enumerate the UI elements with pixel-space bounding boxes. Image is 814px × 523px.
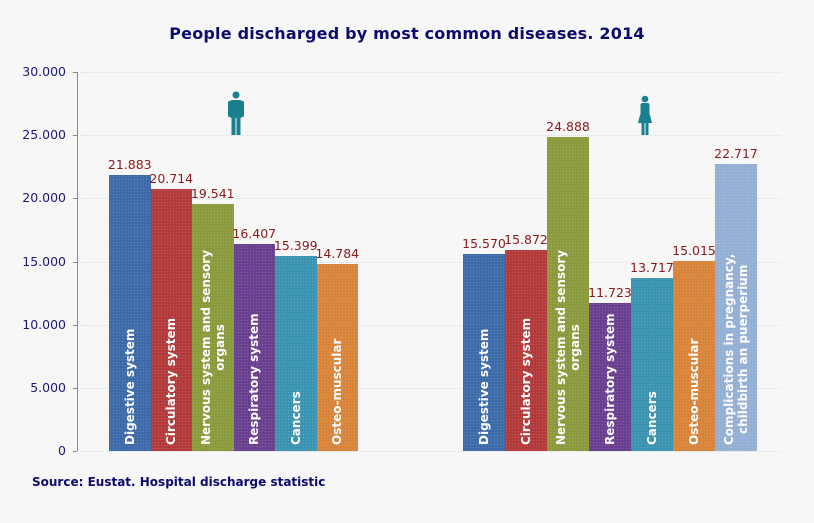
bar-category-label: Osteo-muscular bbox=[687, 338, 701, 446]
male-figure-icon bbox=[228, 91, 244, 135]
female-figure-icon bbox=[638, 95, 652, 135]
y-tick-label: 30.000 bbox=[22, 64, 66, 79]
bar-value-label: 20.714 bbox=[149, 171, 194, 187]
y-tick-mark bbox=[73, 387, 77, 389]
y-tick-label: 0 bbox=[58, 443, 66, 458]
y-tick-label: 10.000 bbox=[22, 316, 66, 332]
bar: Complications in pregnancy, childbirth a… bbox=[715, 164, 757, 451]
bar-value-label: 15.015 bbox=[672, 243, 716, 259]
bar: Respiratory system bbox=[589, 302, 631, 451]
y-tick-label: 20.000 bbox=[22, 190, 66, 206]
y-tick-label: 25.000 bbox=[22, 127, 66, 143]
bar-category-label: Circulatory system bbox=[519, 318, 533, 446]
bar-category-label: Osteo-muscular bbox=[330, 338, 345, 446]
bar-value-label: 24.888 bbox=[546, 118, 590, 134]
gridline bbox=[80, 324, 780, 326]
bar: Nervous system and sensory organs bbox=[192, 204, 234, 451]
bar: Osteo-muscular bbox=[673, 261, 715, 451]
bar: Osteo-muscular bbox=[316, 264, 358, 451]
y-tick-label: 5.000 bbox=[30, 379, 66, 395]
bar-value-label: 16.407 bbox=[232, 225, 277, 241]
bar: Respiratory system bbox=[233, 243, 275, 451]
gridline bbox=[80, 72, 780, 73]
bar: Circulatory system bbox=[150, 189, 192, 451]
bar-value-label: 14.784 bbox=[315, 246, 360, 262]
gridline bbox=[80, 261, 780, 263]
bar-category-label: Digestive system bbox=[122, 328, 137, 445]
y-tick-mark bbox=[73, 451, 77, 452]
bar-category-label: Respiratory system bbox=[247, 313, 262, 445]
bar-category-label: Complications in pregnancy, childbirth a… bbox=[722, 253, 750, 445]
bar-category-label: Cancers bbox=[288, 391, 303, 446]
y-axis bbox=[77, 72, 78, 451]
bar: Nervous system and sensory organs bbox=[547, 136, 589, 451]
bar-value-label: 21.883 bbox=[107, 156, 152, 172]
source-note: Source: Eustat. Hospital discharge stati… bbox=[32, 475, 326, 489]
bar-category-label: Nervous system and sensory organs bbox=[198, 250, 227, 446]
bar: Circulatory system bbox=[505, 250, 547, 451]
bar-value-label: 22.717 bbox=[714, 146, 758, 161]
bar: Cancers bbox=[631, 277, 673, 451]
gridline bbox=[80, 135, 780, 137]
y-tick-mark bbox=[73, 261, 77, 263]
y-tick-mark bbox=[73, 324, 77, 326]
bar-category-label: Digestive system bbox=[477, 328, 491, 446]
y-tick-mark bbox=[73, 135, 77, 137]
bar-category-label: Nervous system and sensory organs bbox=[554, 249, 582, 445]
bar-category-label: Cancers bbox=[645, 390, 659, 445]
gridline bbox=[80, 198, 780, 200]
bar-value-label: 15.399 bbox=[273, 238, 318, 254]
bar-value-label: 13.717 bbox=[630, 259, 674, 275]
bar-value-label: 19.541 bbox=[190, 186, 235, 202]
gridline bbox=[80, 387, 780, 389]
bar: Digestive system bbox=[463, 254, 505, 451]
bar-value-label: 11.723 bbox=[588, 284, 632, 300]
y-tick-mark bbox=[73, 198, 77, 200]
bar-value-label: 15.570 bbox=[462, 236, 506, 252]
y-tick-label: 15.000 bbox=[22, 253, 66, 269]
gridline bbox=[80, 451, 780, 452]
y-tick-mark bbox=[73, 72, 77, 73]
chart-title: People discharged by most common disease… bbox=[169, 24, 645, 43]
bar: Cancers bbox=[275, 256, 317, 451]
bar-category-label: Respiratory system bbox=[603, 313, 617, 445]
bar: Digestive system bbox=[109, 174, 151, 451]
bar-value-label: 15.872 bbox=[504, 232, 548, 248]
bar-category-label: Circulatory system bbox=[164, 318, 179, 446]
